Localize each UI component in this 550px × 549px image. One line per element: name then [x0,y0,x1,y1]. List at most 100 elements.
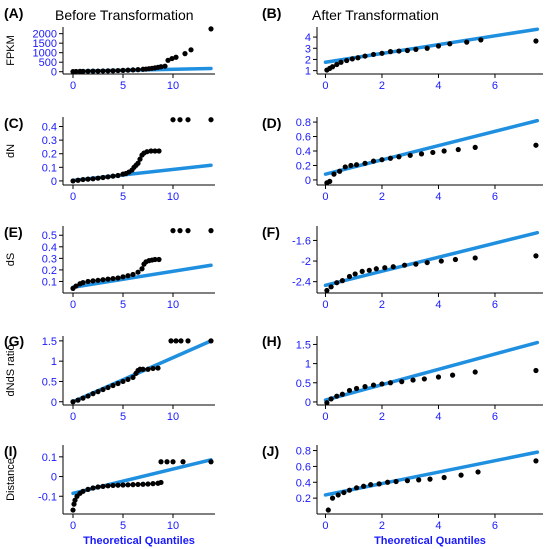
data-point [144,149,150,155]
data-point [533,367,539,374]
data-point [329,495,336,501]
data-point [325,507,331,513]
data-point [80,488,86,494]
data-point [177,228,183,234]
data-point [430,149,436,156]
y-tick-label: 0.2 [296,160,311,172]
x-tick-label: 6 [492,411,498,423]
y-tick-label: 0 [51,176,57,188]
data-point [72,497,78,503]
data-point [341,489,347,496]
data-point [353,162,360,168]
data-point [370,382,377,388]
data-point [478,37,484,43]
data-point [533,142,539,148]
y-tick-label: 1.5 [296,339,311,351]
data-point [169,55,175,62]
data-point [120,67,126,73]
y-tick-label: 0.5 [42,230,57,242]
data-point [418,151,425,157]
x-tick-label: 10 [167,299,179,311]
data-point [472,144,478,150]
data-point [339,278,346,284]
y-tick-label: 1 [305,66,311,78]
y-tick-label: 0.2 [42,265,57,277]
data-point [100,68,106,74]
data-point [393,478,399,485]
data-point [115,67,121,74]
x-tick-label: 10 [167,520,179,532]
data-point [455,146,461,153]
x-tick-label: 2 [379,411,385,423]
y-tick-label: 0 [305,397,311,409]
y-tick-label: 2 [305,54,311,66]
reference-line [71,263,213,289]
data-point [348,162,354,169]
data-point [168,338,174,344]
reference-line [323,118,540,176]
y-tick-label: 0.4 [296,146,311,158]
data-point [344,57,350,64]
data-point [73,68,79,75]
y-tick-label: 0.5 [296,378,311,390]
data-point [135,160,141,166]
data-point [135,269,141,275]
data-point [337,168,343,174]
data-point [424,45,430,51]
y-tick-label: 0.8 [296,446,311,458]
data-point [427,476,433,482]
x-tick-label: 0 [70,299,76,311]
data-point [164,459,170,465]
data-point [75,397,81,403]
data-point [352,271,358,277]
data-point [379,157,385,163]
y-tick-label: 0 [305,175,311,187]
data-point [95,484,101,490]
data-point [328,284,334,290]
data-point [180,459,186,465]
y-tick-label: 2000 [33,29,57,41]
y-tick-label: 0.6 [296,132,311,144]
data-point [355,55,361,61]
data-point [110,382,116,389]
x-tick-label: 0 [70,520,76,532]
y-tick-label: 0.6 [296,461,311,473]
data-point [150,481,156,487]
x-tick-label: 5 [120,299,126,311]
data-point [379,381,385,387]
data-point [165,57,171,63]
data-point [177,117,183,123]
data-point [135,481,141,488]
y-tick-label: 1 [51,356,57,368]
data-point [148,148,154,154]
data-point [324,400,330,406]
data-point [404,478,410,484]
data-point [353,485,360,491]
data-point [421,376,427,382]
data-point [182,51,188,57]
data-point [115,275,121,281]
data-point [396,154,402,160]
y-tick-label: -0.1 [38,491,57,503]
data-point [373,266,379,272]
data-point [155,365,161,371]
data-point [105,68,111,74]
reference-line [323,450,540,497]
data-point [185,117,191,123]
x-tick-label: 5 [120,191,126,203]
data-point [385,479,391,485]
panel-title: Before Transformation [55,7,194,23]
data-point [387,49,394,55]
data-point [328,396,334,402]
x-tick-label: 10 [167,191,179,203]
data-point [342,164,348,170]
panel-label: (F) [262,224,280,240]
y-axis-label: dN [5,144,17,158]
data-point [170,117,176,123]
data-point [475,469,481,475]
data-point [404,47,410,54]
data-point [416,477,422,483]
data-point [105,276,111,282]
data-point [379,50,385,56]
data-point [125,67,131,73]
